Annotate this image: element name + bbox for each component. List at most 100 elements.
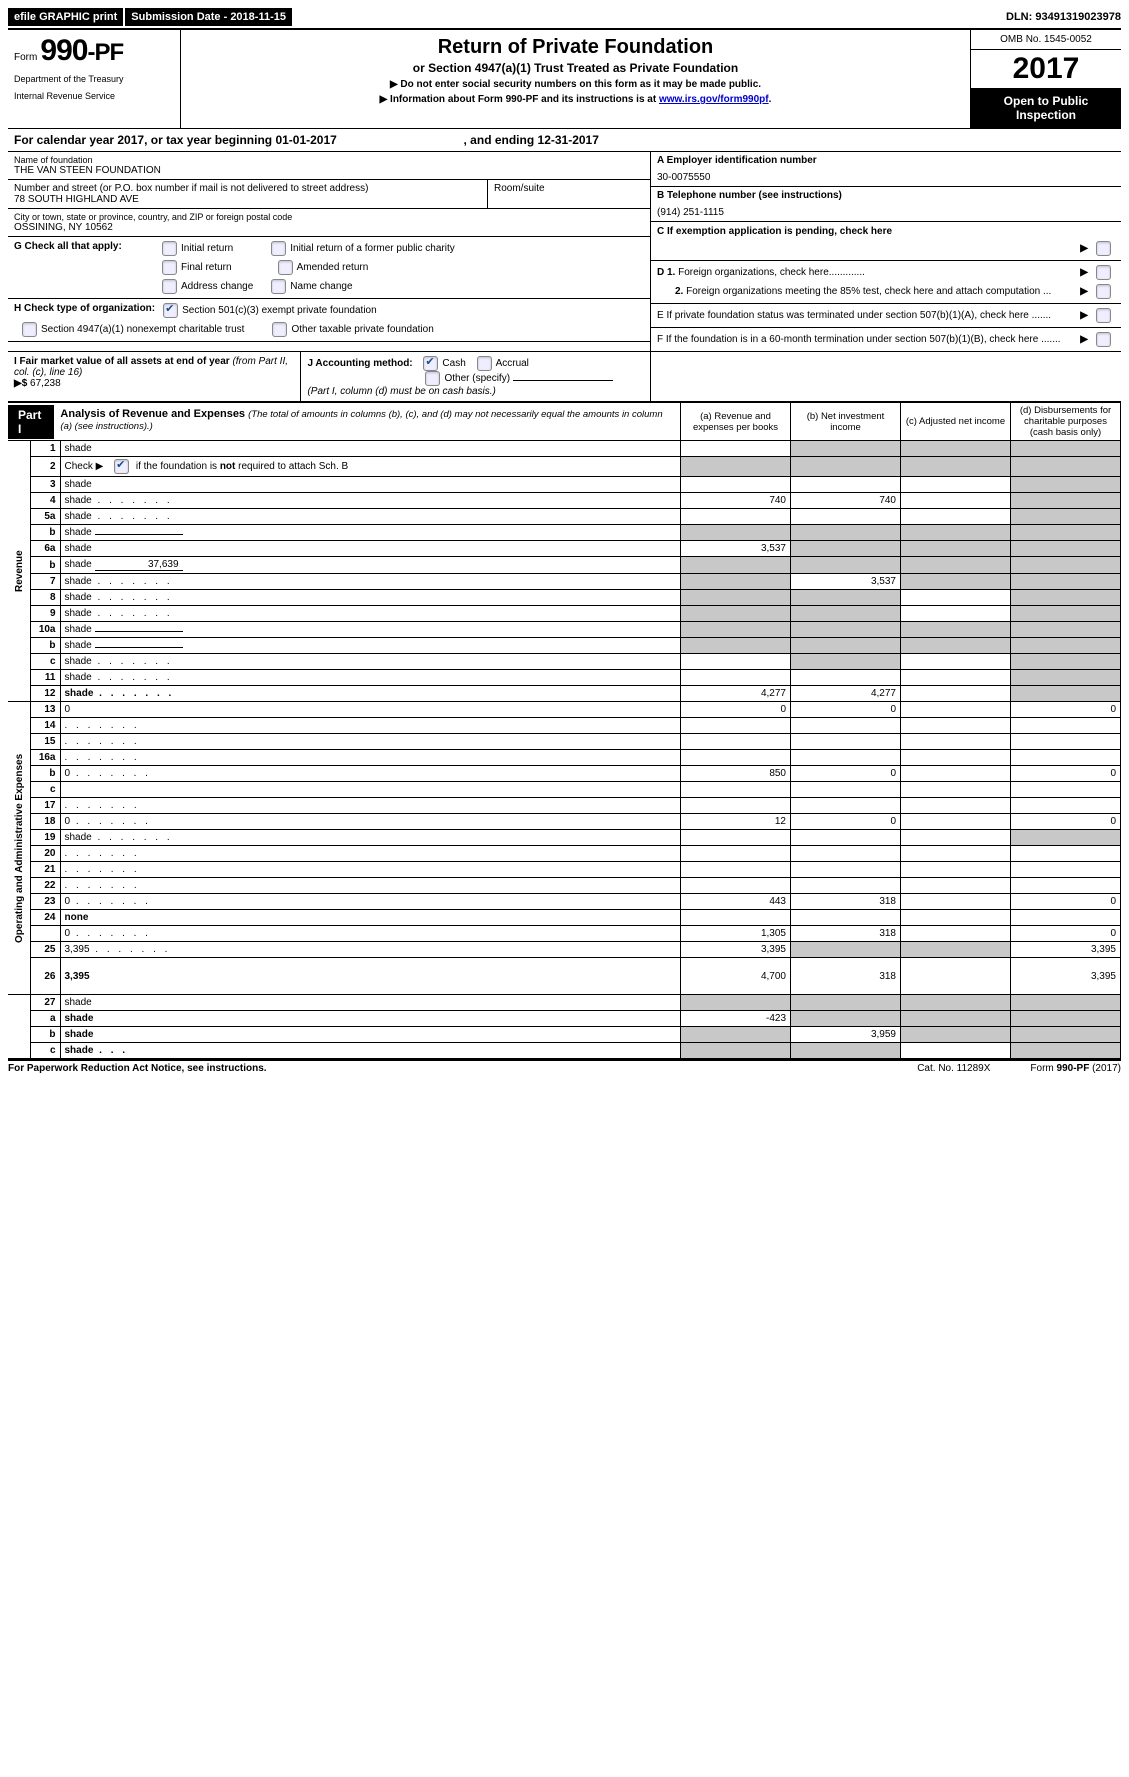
line-number: b — [30, 525, 60, 541]
line-description: . . . . . . . — [60, 734, 681, 750]
amount-cell — [1011, 441, 1121, 457]
note2-post: . — [769, 94, 772, 105]
amount-cell: 318 — [791, 894, 901, 910]
j-label: J Accounting method: — [307, 358, 412, 369]
amount-cell — [1011, 750, 1121, 766]
amount-cell — [791, 525, 901, 541]
amount-cell — [681, 798, 791, 814]
checkbox-sch-b[interactable] — [114, 459, 129, 474]
amount-cell: 4,700 — [681, 958, 791, 995]
checkbox-address-change[interactable] — [162, 279, 177, 294]
amount-cell — [1011, 477, 1121, 493]
ein-label: A Employer identification number — [657, 155, 1115, 166]
table-row: bshade — [8, 525, 1121, 541]
checkbox-amended-return[interactable] — [278, 260, 293, 275]
amount-cell — [1011, 878, 1121, 894]
amount-cell — [1011, 782, 1121, 798]
amount-cell — [901, 557, 1011, 574]
section-f-dup — [651, 352, 1121, 401]
i-arrow: ▶$ — [14, 378, 27, 389]
amount-cell — [1011, 1027, 1121, 1043]
amount-cell — [791, 734, 901, 750]
instructions-link[interactable]: www.irs.gov/form990pf — [659, 94, 769, 105]
checkbox-other-method[interactable] — [425, 371, 440, 386]
amount-cell — [1011, 862, 1121, 878]
form-subtitle: or Section 4947(a)(1) Trust Treated as P… — [191, 61, 960, 75]
table-row: 22 . . . . . . . — [8, 878, 1121, 894]
amount-cell — [791, 509, 901, 525]
c-label: C If exemption application is pending, c… — [657, 226, 1115, 237]
amount-cell — [901, 1043, 1011, 1059]
checkbox-exemption-pending[interactable] — [1096, 241, 1111, 256]
line-number: 25 — [30, 942, 60, 958]
amount-cell: 3,537 — [791, 574, 901, 590]
amount-cell — [901, 441, 1011, 457]
amount-cell — [1011, 995, 1121, 1011]
checkbox-foreign-org[interactable] — [1096, 265, 1111, 280]
amount-cell — [901, 862, 1011, 878]
amount-cell — [901, 493, 1011, 509]
line-number: 18 — [30, 814, 60, 830]
amount-cell — [791, 606, 901, 622]
line-description — [60, 782, 681, 798]
checkbox-initial-return-former[interactable] — [271, 241, 286, 256]
line-description: shade . . . . . . . — [60, 606, 681, 622]
checkbox-501c3[interactable] — [163, 303, 178, 318]
amount-cell — [901, 910, 1011, 926]
table-row: 4shade . . . . . . .740740 — [8, 493, 1121, 509]
table-row: 11shade . . . . . . . — [8, 670, 1121, 686]
address-cell: Number and street (or P.O. box number if… — [8, 180, 488, 208]
header-left: Form 990-PF Department of the Treasury I… — [8, 30, 181, 128]
table-row: 9shade . . . . . . . — [8, 606, 1121, 622]
amount-cell: 740 — [791, 493, 901, 509]
amount-cell — [681, 1043, 791, 1059]
page-footer: For Paperwork Reduction Act Notice, see … — [8, 1059, 1121, 1074]
amount-cell — [681, 622, 791, 638]
amount-cell — [1011, 798, 1121, 814]
line-number: b — [30, 638, 60, 654]
checkbox-initial-return[interactable] — [162, 241, 177, 256]
amount-cell — [901, 638, 1011, 654]
line-number: 19 — [30, 830, 60, 846]
amount-cell: 0 — [1011, 814, 1121, 830]
checkbox-60month[interactable] — [1096, 332, 1111, 347]
line-number: 8 — [30, 590, 60, 606]
amount-cell — [791, 638, 901, 654]
checkbox-foreign-85[interactable] — [1096, 284, 1111, 299]
footer-center: Cat. No. 11289X — [917, 1063, 990, 1074]
amount-cell — [791, 1011, 901, 1027]
checkbox-terminated[interactable] — [1096, 308, 1111, 323]
amount-cell — [791, 441, 901, 457]
amount-cell — [901, 622, 1011, 638]
table-row: 263,3954,7003183,395 — [8, 958, 1121, 995]
checkbox-name-change[interactable] — [271, 279, 286, 294]
line-number: 9 — [30, 606, 60, 622]
phone-label: B Telephone number (see instructions) — [657, 190, 1115, 201]
j-cash: Cash — [442, 358, 465, 369]
amount-cell — [791, 878, 901, 894]
inline-amount — [95, 534, 183, 535]
amount-cell — [901, 750, 1011, 766]
checkbox-accrual[interactable] — [477, 356, 492, 371]
checkbox-cash[interactable] — [423, 356, 438, 371]
table-row: 15 . . . . . . . — [8, 734, 1121, 750]
amount-cell — [681, 782, 791, 798]
amount-cell — [681, 606, 791, 622]
line-description: shade — [60, 477, 681, 493]
amount-cell — [681, 846, 791, 862]
checkbox-final-return[interactable] — [162, 260, 177, 275]
checkbox-other-taxable[interactable] — [272, 322, 287, 337]
table-row: bshade3,959 — [8, 1027, 1121, 1043]
dept-treasury: Department of the Treasury — [14, 74, 174, 85]
line-number: 3 — [30, 477, 60, 493]
amount-cell — [1011, 509, 1121, 525]
entity-left: Name of foundation THE VAN STEEN FOUNDAT… — [8, 152, 650, 351]
amount-cell — [901, 718, 1011, 734]
line-description: . . . . . . . — [60, 846, 681, 862]
line-description: shade — [60, 525, 681, 541]
amount-cell — [791, 942, 901, 958]
checkbox-4947a1[interactable] — [22, 322, 37, 337]
amount-cell: 3,537 — [681, 541, 791, 557]
line-number: 12 — [30, 686, 60, 702]
dept-irs: Internal Revenue Service — [14, 91, 174, 102]
